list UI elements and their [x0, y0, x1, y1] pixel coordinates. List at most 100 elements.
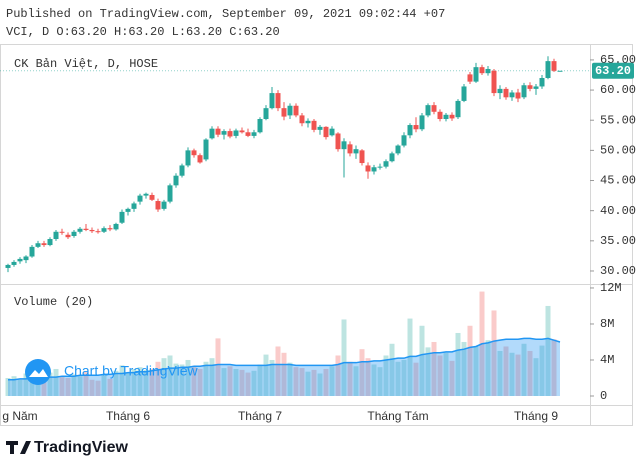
candle-body [395, 145, 401, 154]
volume-bar [401, 359, 407, 396]
volume-bar [299, 368, 305, 396]
candle-body [251, 132, 257, 136]
x-tick-label: Tháng Tám [367, 409, 428, 423]
candle-body [263, 108, 269, 120]
volume-bar [107, 378, 113, 396]
candle-body [371, 167, 377, 172]
candle-body [539, 78, 545, 87]
candle-body [35, 243, 41, 247]
last-price-badge [592, 62, 634, 79]
candle-body [389, 153, 395, 162]
volume-bar [551, 339, 557, 396]
x-tick-label: g Năm [2, 409, 37, 423]
candle-body [383, 161, 389, 167]
volume-bar [377, 367, 383, 396]
volume-bar [473, 346, 479, 396]
volume-bar [419, 325, 425, 396]
candle-body [557, 70, 563, 72]
volume-bar [305, 371, 311, 396]
legend: CK Bản Việt, D, HOSE [14, 57, 158, 71]
candle-body [65, 234, 71, 238]
volume-tick-label: 4M [600, 353, 614, 367]
volume-bar [383, 355, 389, 396]
volume-bar [17, 379, 23, 396]
candle-body [83, 228, 89, 230]
x-tick-label: Tháng 9 [514, 409, 558, 423]
last-price-label: 63.20 [595, 64, 631, 78]
logo-icon [6, 441, 31, 454]
volume-bar [467, 325, 473, 396]
volume-bar [347, 361, 353, 396]
candle-body [473, 67, 479, 82]
candle-body [341, 141, 347, 150]
candle-body [239, 130, 245, 133]
x-tick-label: Tháng 6 [106, 409, 150, 423]
volume-bar [485, 340, 491, 396]
volume-bar [11, 376, 17, 396]
candle-body [185, 150, 191, 166]
candle-body [545, 61, 551, 79]
volume-bar [341, 319, 347, 396]
candle-body [197, 155, 203, 163]
logo-text: TradingView [34, 439, 129, 456]
volume-bar [65, 377, 71, 396]
candle-body [491, 70, 497, 94]
candle-body [155, 201, 161, 210]
candle-body [53, 231, 59, 240]
volume-bar [125, 373, 131, 396]
candle-body [203, 139, 209, 160]
volume-bar [389, 343, 395, 396]
candle-body [101, 228, 107, 232]
volume-bar [215, 338, 221, 396]
candle-body [527, 85, 533, 89]
candle-body [215, 128, 221, 135]
volume-bar [491, 310, 497, 396]
volume-bar [149, 368, 155, 396]
volume-bar [35, 377, 41, 396]
candle-body [497, 88, 503, 94]
watermark: Chart by TradingView [25, 359, 198, 385]
candle-body [503, 88, 509, 98]
candle-body [191, 150, 197, 156]
volume-tick-label: 8M [600, 317, 614, 331]
volume-bar [425, 347, 431, 396]
candle-body [221, 131, 227, 135]
candle-body [413, 125, 419, 130]
volume-bar [191, 367, 197, 396]
volume-bar [77, 376, 83, 396]
volume-bar [113, 370, 119, 396]
volume-bar [431, 341, 437, 396]
candle-body [125, 208, 131, 212]
candle-body [143, 193, 149, 196]
volume-bar [437, 355, 443, 396]
candle-body [521, 85, 527, 98]
candle-body [311, 120, 317, 130]
volume-bar [227, 366, 233, 396]
y-tick-label: 55.00 [600, 113, 636, 127]
published-line: Published on TradingView.com, September … [6, 7, 445, 21]
candle-body [167, 185, 173, 202]
volume-bar [323, 368, 329, 396]
candle-body [323, 126, 329, 138]
volume-bar [257, 364, 263, 396]
volume-bar [275, 346, 281, 396]
candle-body [419, 115, 425, 130]
volume-bar [47, 372, 53, 396]
candle-body [287, 105, 293, 116]
volume-bar [443, 352, 449, 396]
candle-body [173, 175, 179, 186]
volume-bar [239, 369, 245, 396]
volume-bar [539, 345, 545, 396]
volume-bar [371, 364, 377, 396]
x-tick-label: Tháng 7 [238, 409, 282, 423]
candle-body [119, 211, 125, 223]
volume-bar [509, 352, 515, 396]
candle-body [107, 228, 113, 230]
candle-body [257, 119, 263, 133]
volume-bar [461, 341, 467, 396]
y-tick-label: 30.00 [600, 264, 636, 278]
volume-bar [245, 372, 251, 396]
candle-body [305, 120, 311, 124]
candle-body [71, 231, 77, 236]
